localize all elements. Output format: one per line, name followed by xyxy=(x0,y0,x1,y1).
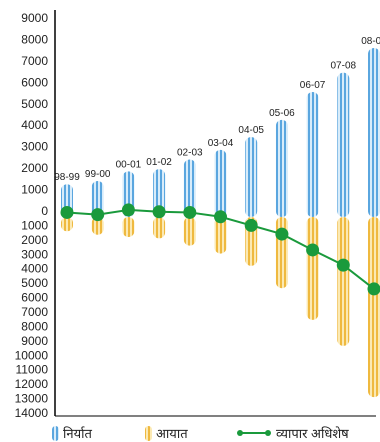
y-tick-label: 7000 xyxy=(21,54,48,68)
y-tick-label: 11000 xyxy=(16,363,49,377)
y-tick-label: 14000 xyxy=(15,406,49,420)
category-label: 06-07 xyxy=(300,80,326,91)
y-tick-label: 4000 xyxy=(21,118,48,132)
surplus-point xyxy=(367,282,380,296)
category-label: 99-00 xyxy=(85,169,111,180)
y-tick-label: 13000 xyxy=(15,392,49,406)
y-tick-label: 5000 xyxy=(21,97,48,111)
export-bar xyxy=(153,169,166,217)
y-tick-label: 8000 xyxy=(21,32,48,46)
legend-export-label: निर्यात xyxy=(63,426,92,441)
import-bar xyxy=(368,217,380,398)
y-tick-label: 2000 xyxy=(21,233,48,247)
y-tick-label: 5000 xyxy=(21,276,48,290)
category-label: 03-04 xyxy=(208,138,234,149)
import-bar xyxy=(214,217,227,254)
import-bar xyxy=(61,217,73,232)
category-label: 05-06 xyxy=(269,108,295,119)
surplus-point xyxy=(336,258,350,272)
y-tick-label: 8000 xyxy=(21,319,48,333)
y-tick-label: 10000 xyxy=(15,348,49,362)
category-label: 02-03 xyxy=(177,148,203,159)
surplus-point xyxy=(91,208,105,222)
y-tick-label: 7000 xyxy=(21,305,48,319)
import-bar xyxy=(306,217,319,320)
import-bar xyxy=(183,217,196,246)
surplus-point xyxy=(306,243,320,257)
import-bar xyxy=(122,217,135,237)
import-bar xyxy=(337,217,350,346)
y-tick-label: 0 xyxy=(41,204,48,218)
export-bar xyxy=(91,180,104,217)
legend-import-label: आयात xyxy=(156,426,188,441)
category-label: 00-01 xyxy=(116,159,142,170)
surplus-point xyxy=(275,227,289,241)
surplus-point xyxy=(60,205,74,219)
import-bar xyxy=(153,217,166,239)
y-tick-label: 12000 xyxy=(15,377,49,391)
legend-surplus-marker-right xyxy=(265,430,271,436)
category-label: 04-05 xyxy=(238,125,264,136)
export-bar xyxy=(337,72,350,217)
y-tick-label: 3000 xyxy=(21,140,48,154)
y-tick-label: 1000 xyxy=(21,218,48,232)
y-tick-label: 6000 xyxy=(21,291,48,305)
y-tick-label: 3000 xyxy=(21,247,48,261)
legend-export-swatch xyxy=(52,426,59,441)
legend-import-swatch xyxy=(145,426,152,441)
export-bar xyxy=(368,48,380,218)
export-bar xyxy=(183,159,196,217)
export-bar xyxy=(306,91,319,217)
y-tick-label: 9000 xyxy=(21,334,48,348)
category-label: 07-08 xyxy=(331,61,357,72)
export-bar xyxy=(245,137,258,217)
legend-surplus-label: व्यापार अधिशेष xyxy=(276,426,349,441)
category-label: 01-02 xyxy=(146,157,172,168)
category-label: 98-99 xyxy=(54,172,80,183)
surplus-point xyxy=(183,205,197,219)
surplus-point xyxy=(121,203,135,217)
y-tick-label: 4000 xyxy=(21,262,48,276)
export-bar xyxy=(275,119,288,217)
export-bar xyxy=(214,149,227,217)
import-bar xyxy=(91,217,104,235)
y-tick-label: 9000 xyxy=(21,11,48,25)
category-label: 08-09 xyxy=(361,36,380,47)
y-tick-label: 2000 xyxy=(21,161,48,175)
y-tick-label: 6000 xyxy=(21,75,48,89)
surplus-point xyxy=(214,210,227,224)
y-tick-label: 1000 xyxy=(21,183,48,197)
surplus-point xyxy=(152,205,166,219)
legend-surplus-marker-left xyxy=(237,430,243,436)
surplus-point xyxy=(244,218,258,232)
